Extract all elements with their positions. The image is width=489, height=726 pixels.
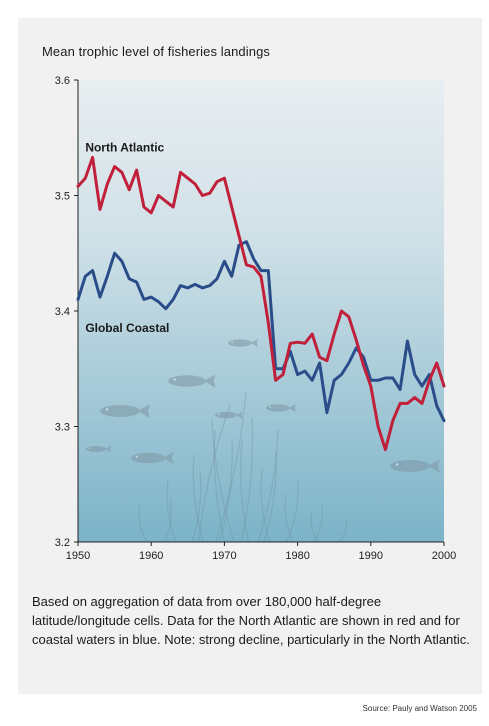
fish-icon [86, 445, 111, 453]
seaweed-icon [240, 417, 254, 542]
x-tick-label: 2000 [432, 550, 456, 562]
series-labels: North Atlantic Global Coastal [85, 141, 169, 335]
chart-title: Mean trophic level of fisheries landings [42, 44, 271, 59]
global-coastal-line [76, 240, 446, 423]
seaweed-icon [213, 429, 226, 542]
seaweed-decoration [138, 391, 348, 542]
seaweed-icon [338, 519, 348, 542]
x-tick-label: 1980 [285, 550, 309, 562]
series-lines [76, 155, 446, 452]
fish-decorations [86, 338, 440, 473]
source-note: Source: Pauly and Watson 2005 [362, 704, 477, 713]
fish-icon [215, 411, 243, 419]
fish-icon [266, 403, 296, 413]
x-tick-label: 1960 [139, 550, 163, 562]
seaweed-icon [313, 504, 324, 542]
fish-icon [390, 459, 440, 473]
seaweed-icon [310, 511, 319, 542]
fish-icon [100, 404, 150, 418]
north-atlantic-line [76, 155, 446, 452]
fish-icon [131, 452, 174, 464]
seaweed-icon [215, 391, 247, 542]
seaweed-icon [138, 504, 148, 542]
x-tick-label: 1990 [359, 550, 383, 562]
fish-icon [168, 374, 216, 388]
seaweed-icon [211, 419, 235, 542]
seaweed-icon [257, 429, 279, 542]
seaweed-icon [191, 469, 202, 542]
fish-icon [228, 338, 258, 348]
y-tick-label: 3.2 [55, 537, 70, 549]
seaweed-icon [260, 469, 271, 542]
y-tick-label: 3.6 [55, 75, 70, 87]
figure-caption: Based on aggregation of data from over 1… [32, 594, 470, 647]
seaweed-icon [284, 494, 294, 542]
y-tick-label: 3.4 [55, 306, 70, 318]
seaweed-icon [197, 404, 231, 542]
plot-background [78, 80, 444, 542]
seaweed-icon [239, 439, 250, 542]
x-tick-label: 1970 [212, 550, 236, 562]
global-coastal-label: Global Coastal [85, 321, 169, 335]
seaweed-icon [192, 454, 204, 542]
seaweed-icon [263, 451, 277, 542]
north-atlantic-label: North Atlantic [85, 141, 164, 155]
y-tick-label: 3.5 [55, 191, 70, 203]
x-tick-label: 1950 [66, 550, 90, 562]
seaweed-icon [219, 439, 233, 542]
y-tick-label: 3.3 [55, 422, 70, 434]
seaweed-icon [164, 497, 173, 542]
